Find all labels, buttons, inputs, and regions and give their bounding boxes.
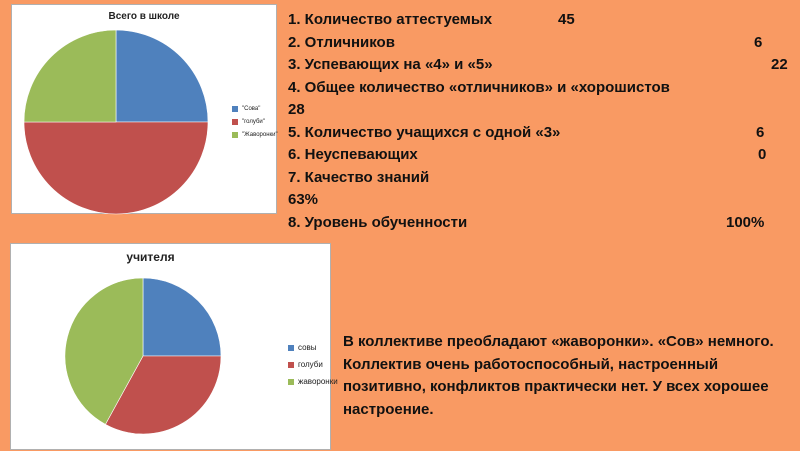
pie-slice [64,277,144,425]
legend-label: совы [298,343,317,352]
stat-line: 4. Общее количество «отличников» и «хоро… [288,77,788,100]
legend-label: голуби [298,360,323,369]
stat-value: 100% [726,213,765,231]
summary-text: В коллективе преобладают «жаворонки». «С… [343,333,774,418]
legend-label: жаворонки [298,377,338,386]
stat-label: 7. Качество знаний [288,168,430,186]
stat-label: 6. Неуспевающих [288,146,418,163]
stat-line: 7. Качество знаний [288,167,788,190]
stat-label: 1. Количество аттестуемых [288,11,493,28]
legend-item: "Сова" [232,102,278,115]
legend-swatch [288,378,294,385]
stat-value: 6 [754,33,763,51]
stat-line: 28 [288,99,788,122]
chart-legend: совы голуби жаворонки [288,339,338,390]
chart-title: Всего в школе [108,11,180,22]
stat-label: 4. Общее количество «отличников» и «хоро… [288,78,670,96]
stat-value: 45 [558,11,575,28]
legend-item: "голуби" [232,115,278,128]
legend-item: голуби [288,356,338,373]
legend-item: "Жаворонки" [232,128,278,141]
stat-line: 2. Отличников 6 [288,32,788,55]
legend-label: "Сова" [242,105,261,112]
stat-label: 8. Уровень обученности [288,213,468,231]
chart-legend: "Сова" "голуби" "Жаворонки" [232,102,278,141]
legend-swatch [232,105,238,112]
legend-label: "Жаворонки" [242,131,278,138]
pie-slice [142,277,222,357]
legend-item: жаворонки [288,373,338,390]
stat-line: 63% [288,189,788,212]
stat-line: 8. Уровень обученности 100% [288,212,788,235]
legend-item: совы [288,339,338,356]
pie-chart [64,277,222,435]
pie-chart [23,29,209,215]
chart-title: учителя [126,250,175,264]
legend-swatch [288,361,294,368]
chart-teachers: учителя совы голуби жаворонки [10,243,338,450]
chart-whole-school: Всего в школе "Сова" "голуби" "Жаворонки" [11,4,278,215]
legend-label: "голуби" [242,118,265,125]
legend-swatch [232,131,238,138]
pie-slice [115,29,209,123]
statistics-list: 1. Количество аттестуемых 45 2. Отличников… [288,9,788,234]
stat-line: 6. Неуспевающих 0 [288,144,788,167]
legend-swatch [288,344,294,351]
stat-label: 63% [288,191,319,208]
stat-value: 0 [758,146,767,163]
stat-line: 3. Успевающих на «4» и «5» 22 [288,54,788,77]
legend-swatch [232,118,238,125]
stat-label: 5. Количество учащихся с одной «3» [288,123,561,141]
stat-label: 2. Отличников [288,33,395,51]
stat-line: 1. Количество аттестуемых 45 [288,9,788,32]
stat-line: 5. Количество учащихся с одной «3» 6 [288,122,788,145]
pie-slice [23,121,209,215]
pie-slice [23,29,117,123]
pie-slice [105,355,222,435]
stat-label: 3. Успевающих на «4» и «5» [288,56,493,73]
stat-value: 6 [756,123,765,141]
stat-value: 22 [771,56,788,73]
stat-label: 28 [288,101,305,118]
